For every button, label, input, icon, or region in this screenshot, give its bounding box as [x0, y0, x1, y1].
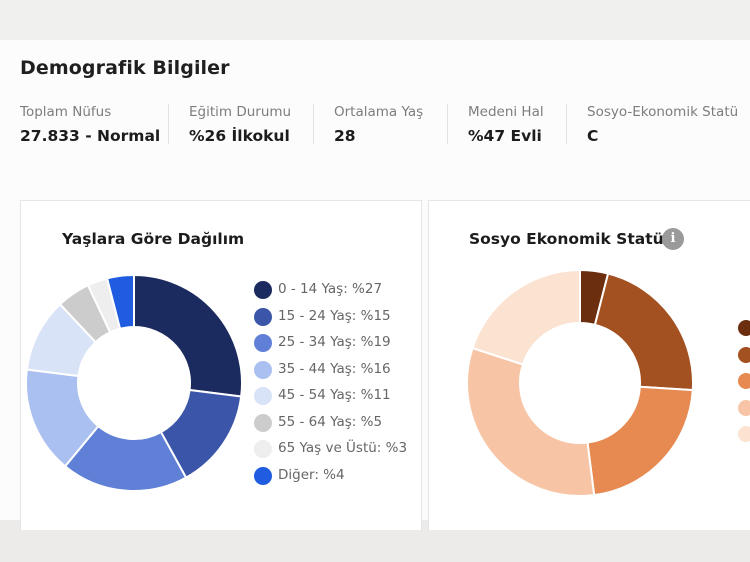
- stat-label: Toplam Nüfus: [20, 104, 112, 120]
- stat-value: %26 İlkokul: [189, 127, 290, 145]
- stats-row: Toplam Nüfus 27.833 - Normal Eğitim Duru…: [0, 104, 750, 146]
- divider: [313, 104, 314, 144]
- legend-swatch: [254, 387, 272, 405]
- legend-swatch: [254, 413, 272, 432]
- age-slice-7[interactable]: [105, 273, 135, 330]
- socioeconomic-donut-chart: [466, 268, 694, 497]
- stat-socioeconomic: Sosyo-Ekonomik Statü C: [587, 104, 738, 146]
- stat-label: Sosyo-Ekonomik Statü: [587, 104, 739, 120]
- age-legend: 0 - 14 Yaş: %27 15 - 24 Yaş: %15 25 - 34 Y…: [254, 280, 424, 490]
- stat-education: Eğitim Durumu %26 İlkokul: [189, 104, 291, 146]
- legend-swatch[interactable]: [738, 399, 750, 416]
- legend-swatch[interactable]: [738, 426, 750, 442]
- legend-label: Diğer: %4: [278, 466, 345, 483]
- stat-average-age: Ortalama Yaş 28: [334, 104, 423, 146]
- divider: [168, 104, 169, 144]
- stat-label: Ortalama Yaş: [334, 104, 424, 120]
- stat-marital-status: Medeni Hal %47 Evli: [468, 104, 544, 146]
- legend-swatch[interactable]: [738, 320, 750, 336]
- legend-label: 45 - 54 Yaş: %11: [278, 387, 391, 403]
- card-title: Yaşlara Göre Dağılım: [62, 230, 245, 248]
- legend-label: 35 - 44 Yaş: %16: [278, 360, 391, 377]
- legend-swatch: [254, 334, 272, 352]
- legend-label: 65 Yaş ve Üstü: %3: [278, 440, 408, 456]
- ses-slice-2[interactable]: [586, 385, 694, 497]
- stat-label: Medeni Hal: [468, 104, 544, 120]
- ses-slice-4[interactable]: [471, 268, 581, 366]
- legend-swatch[interactable]: [738, 373, 750, 389]
- stat-total-population: Toplam Nüfus 27.833 - Normal: [20, 104, 160, 146]
- top-background: [0, 0, 750, 40]
- legend-swatch: [254, 440, 272, 458]
- divider: [447, 104, 448, 144]
- legend-swatch: [254, 466, 272, 485]
- page-title: Demografik Bilgiler: [20, 57, 230, 79]
- stat-value: %47 Evli: [468, 127, 542, 145]
- legend-swatch: [254, 360, 272, 379]
- stat-label: Eğitim Durumu: [189, 104, 292, 120]
- age-slice-0[interactable]: [133, 273, 243, 398]
- stat-value: 28: [334, 127, 356, 145]
- age-donut-chart: [25, 273, 243, 492]
- divider: [566, 104, 567, 144]
- legend-swatch: [254, 281, 272, 299]
- legend-label: 55 - 64 Yaş: %5: [278, 413, 383, 430]
- card-title: Sosyo Ekonomik Statü: [469, 230, 664, 248]
- info-icon[interactable]: i: [662, 228, 684, 250]
- legend-swatch[interactable]: [738, 346, 750, 363]
- ses-slice-3[interactable]: [466, 346, 596, 497]
- legend-label: 25 - 34 Yaş: %19: [278, 334, 391, 350]
- stat-value: C: [587, 127, 599, 145]
- legend-label: 15 - 24 Yaş: %15: [278, 307, 391, 324]
- stat-value: 27.833 - Normal: [20, 127, 161, 145]
- socioeconomic-legend: [738, 320, 750, 450]
- legend-label: 0 - 14 Yaş: %27: [278, 281, 383, 297]
- legend-swatch: [254, 307, 272, 326]
- ses-slice-1[interactable]: [593, 272, 694, 392]
